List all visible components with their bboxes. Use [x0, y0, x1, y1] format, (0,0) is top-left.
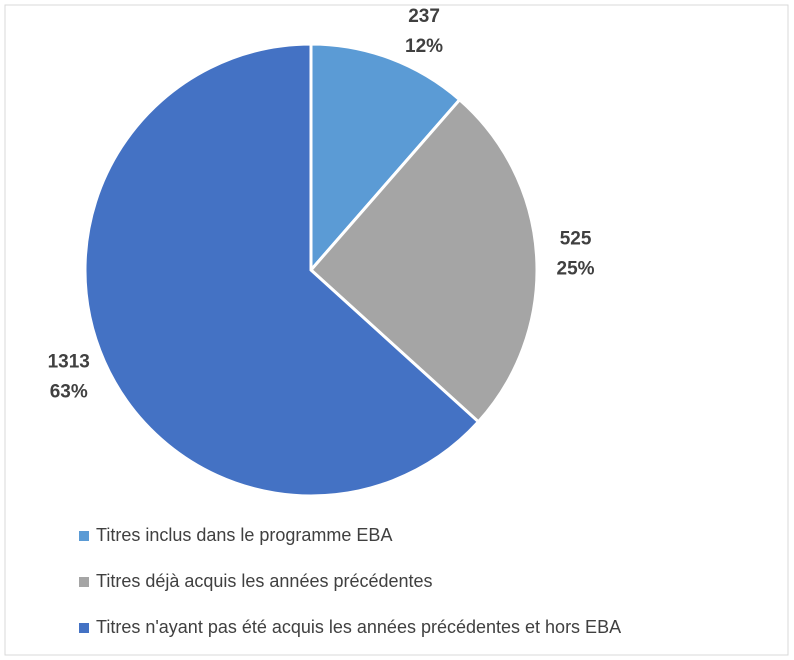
pie-slice — [308, 97, 539, 424]
legend-label: Titres déjà acquis les années précédente… — [96, 571, 433, 591]
data-label-percent: 63% — [50, 381, 88, 402]
data-label: 525 — [560, 229, 592, 250]
data-label: 237 — [408, 6, 440, 27]
legend-swatch — [79, 577, 89, 587]
legend-label: Titres n'ayant pas été acquis les années… — [96, 617, 621, 637]
data-label-percent: 25% — [557, 259, 595, 280]
legend-swatch — [79, 531, 89, 541]
data-label: 1313 — [48, 351, 90, 372]
legend-label: Titres inclus dans le programme EBA — [96, 525, 392, 545]
data-label-percent: 12% — [405, 36, 443, 57]
pie-slice — [309, 42, 462, 274]
legend-swatch — [79, 623, 89, 633]
pie-slice — [83, 42, 481, 498]
